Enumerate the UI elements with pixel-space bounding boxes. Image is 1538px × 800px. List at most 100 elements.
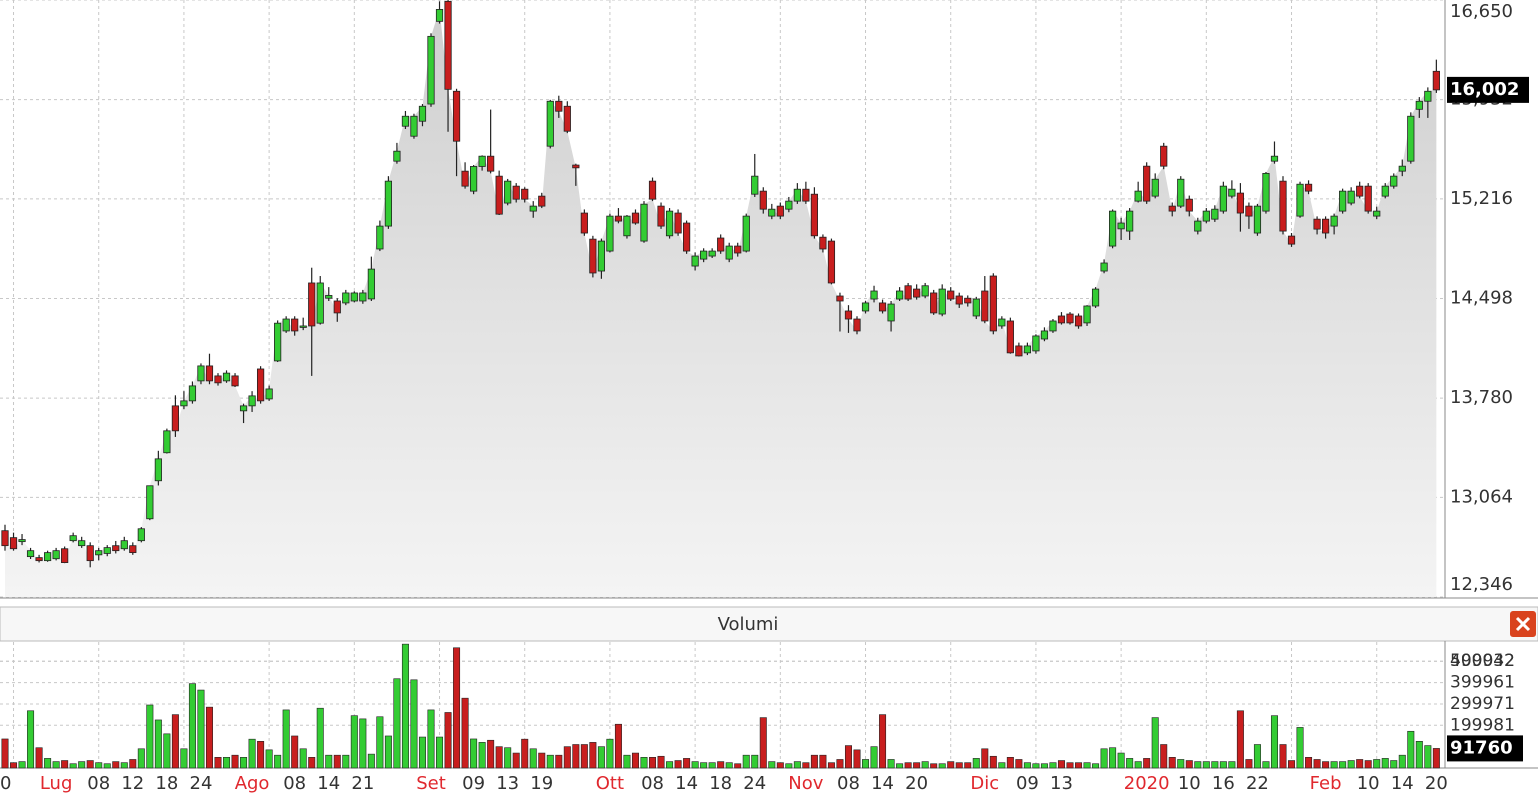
volume-bar	[904, 762, 912, 769]
candle-body	[768, 208, 776, 217]
volume-bar	[819, 754, 827, 769]
x-tick-label: 08	[641, 773, 664, 794]
candle-body	[819, 236, 827, 250]
volume-bar	[836, 759, 844, 769]
candle-body	[1219, 185, 1227, 212]
candle-body	[239, 405, 248, 412]
volume-bar	[1245, 759, 1253, 769]
volume-bar	[504, 747, 512, 769]
candle-body	[1126, 210, 1134, 232]
candle-body	[1236, 192, 1244, 214]
candle-body	[827, 240, 836, 284]
candle-body	[708, 250, 716, 257]
candle-body	[810, 193, 819, 237]
volume-bar	[972, 758, 980, 769]
candle-body	[469, 166, 478, 192]
candle-body	[555, 100, 563, 112]
volume-bar	[725, 762, 733, 769]
last-volume-box	[1447, 735, 1523, 762]
volume-bar	[989, 755, 997, 769]
volume-bar	[649, 757, 657, 769]
candle-body	[1185, 198, 1193, 212]
volume-bar	[1185, 760, 1193, 769]
volume-bar	[1168, 757, 1176, 769]
candle-body	[1, 530, 9, 547]
volume-bar	[291, 735, 299, 769]
candle-body	[1330, 215, 1338, 227]
candle-body	[606, 215, 614, 252]
volume-bar	[1143, 758, 1151, 769]
x-tick-label: 10	[1357, 773, 1380, 794]
volume-bar	[1015, 759, 1023, 769]
volume-bar	[1322, 761, 1330, 769]
volume-bar	[367, 753, 375, 769]
volume-bar	[1339, 761, 1347, 769]
candle-body	[274, 322, 282, 362]
candle-body	[214, 375, 222, 384]
volume-bar	[1023, 762, 1031, 769]
candle-body	[572, 164, 580, 169]
volume-bar	[112, 761, 120, 769]
volume-bar	[103, 763, 111, 769]
candle-body	[521, 188, 529, 200]
volume-bar	[257, 741, 265, 769]
volume-bar	[1075, 762, 1083, 769]
volume-bar	[887, 759, 895, 769]
volume-bar	[350, 715, 358, 769]
y-tick-label: 13,780	[1450, 387, 1513, 408]
close-icon[interactable]	[1515, 616, 1531, 632]
volume-tick-label: 299971	[1450, 694, 1515, 714]
last-volume-label: 91760	[1450, 737, 1513, 758]
volume-bar	[776, 762, 784, 769]
candle-body	[793, 188, 801, 202]
candle-body	[1151, 178, 1159, 197]
candle-body	[913, 288, 921, 298]
x-tick-label: 09	[462, 773, 485, 794]
volume-bar	[529, 748, 537, 769]
candle-body	[529, 205, 537, 212]
candle-body	[367, 268, 375, 300]
candle-body	[1109, 210, 1117, 247]
candle-body	[1339, 190, 1347, 212]
volume-bar	[1032, 763, 1040, 769]
candle-body	[657, 205, 665, 227]
candle-body	[359, 292, 367, 302]
candle-body	[163, 430, 171, 454]
volume-bar	[137, 748, 145, 769]
volume-bar	[597, 746, 605, 769]
volume-bar	[1202, 761, 1210, 769]
volume-bar	[1390, 760, 1398, 769]
x-tick-label: 14	[1391, 773, 1414, 794]
volume-bar	[308, 757, 316, 769]
candle-body	[146, 485, 154, 520]
candle-body	[1279, 180, 1287, 232]
x-tick-label: 20	[1425, 773, 1448, 794]
candle-body	[376, 225, 384, 250]
volume-bar	[913, 762, 921, 769]
volume-bar	[1270, 715, 1278, 769]
volume-bar	[478, 742, 486, 769]
x-tick-label: 24	[743, 773, 766, 794]
candle-body	[9, 537, 18, 550]
x-tick-label: Ago	[235, 773, 270, 794]
candle-body	[350, 292, 358, 302]
x-tick-label: 21	[351, 773, 374, 794]
candle-body	[1040, 330, 1049, 340]
volume-bar	[1040, 763, 1048, 769]
candle-body	[853, 318, 861, 332]
volume-bar	[248, 738, 256, 769]
x-tick-label: Ott	[596, 773, 624, 794]
volume-tick-label: 500042	[1450, 651, 1515, 671]
volume-bar	[18, 761, 26, 769]
x-tick-label: 14	[871, 773, 894, 794]
close-button[interactable]	[1510, 611, 1536, 637]
volume-bar	[879, 714, 887, 769]
candle-body	[734, 245, 742, 254]
volume-bar	[657, 755, 665, 769]
candle-body	[1253, 205, 1262, 234]
volume-bar	[461, 697, 469, 769]
volume-bar	[1356, 759, 1364, 769]
volume-bar	[444, 712, 452, 769]
volume-bar	[171, 714, 179, 769]
candle-body	[1091, 288, 1100, 307]
